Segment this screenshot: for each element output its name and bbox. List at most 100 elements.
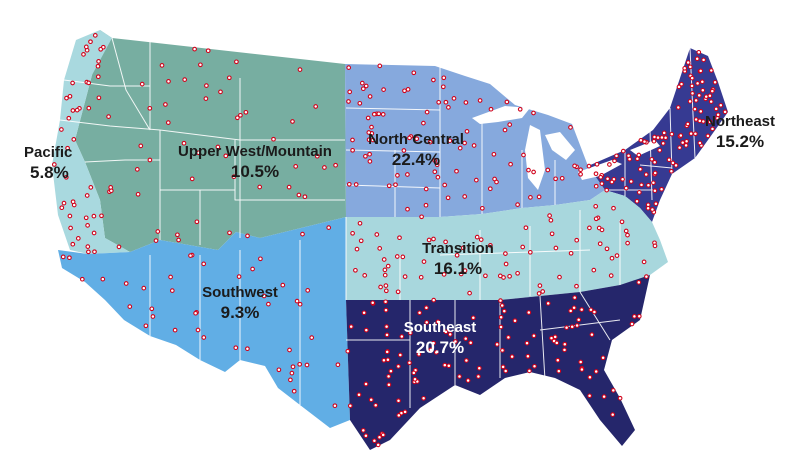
location-marker [382,272,388,278]
location-marker [698,109,704,114]
location-marker [382,267,388,273]
location-marker [75,236,81,241]
location-marker [589,332,595,337]
location-marker [587,393,592,399]
location-marker [477,98,483,103]
location-marker [678,133,684,138]
location-marker [63,174,69,180]
location-marker [604,187,610,193]
location-marker [673,163,679,168]
location-marker [552,334,558,340]
location-marker [586,163,592,169]
location-marker [383,283,389,288]
location-marker [159,63,165,68]
location-marker [507,273,512,279]
location-marker [710,126,715,132]
location-marker [555,357,561,363]
location-marker [605,176,610,182]
location-marker [238,112,243,118]
location-marker [412,376,418,382]
location-marker [634,198,640,204]
location-marker [85,223,90,228]
region-pacific [52,30,130,254]
location-marker [593,183,599,189]
location-marker [79,276,85,282]
location-marker [446,105,451,110]
location-marker [423,186,429,192]
location-marker [700,87,706,93]
location-marker [593,171,599,177]
location-marker [679,81,684,87]
location-marker [399,334,405,339]
location-marker [612,158,617,164]
location-marker [568,125,573,130]
location-marker [554,340,560,346]
location-marker [431,77,436,83]
location-marker [305,288,311,293]
location-marker [70,108,76,113]
location-marker [527,249,533,255]
location-marker [372,438,377,444]
location-marker [322,165,327,170]
location-marker [357,220,363,226]
location-marker [67,255,72,261]
location-marker [548,217,554,223]
location-marker [143,323,149,329]
location-marker [488,243,493,248]
location-marker [500,348,505,353]
location-marker [508,161,513,167]
location-marker [474,234,480,240]
location-marker [346,65,352,70]
location-marker [421,120,426,126]
location-marker [290,364,296,370]
location-marker [684,138,689,144]
location-marker [659,186,664,192]
location-marker [467,290,472,296]
location-marker [639,182,644,188]
location-marker [685,121,691,127]
location-marker [204,83,209,88]
location-marker [442,182,448,188]
location-marker [471,143,477,148]
location-marker [291,388,297,394]
label-transition: Transition 16.1% [422,240,494,278]
location-marker [579,307,585,312]
location-marker [709,88,715,94]
location-markers [51,33,728,448]
label-southeast: Southeast 20.7% [404,319,477,357]
location-marker [386,382,392,388]
location-marker [405,206,410,212]
location-marker [693,117,699,122]
location-marker [579,367,585,372]
location-marker [309,335,315,340]
location-marker [332,403,338,409]
location-marker [576,317,582,323]
location-marker [462,194,468,199]
location-marker [411,370,417,376]
location-marker [218,89,223,95]
location-marker [366,137,372,143]
location-marker [593,203,599,209]
location-marker [454,252,460,258]
region-percent-north-central: 22.4% [392,150,440,169]
location-marker [611,205,616,211]
location-marker [636,313,642,319]
location-marker [377,434,382,440]
location-marker [384,332,390,338]
location-marker [181,140,187,146]
location-marker [607,162,612,167]
location-marker [483,273,488,279]
location-marker [553,176,558,182]
location-marker [108,185,114,190]
location-marker [304,362,310,368]
location-marker [564,325,569,330]
location-marker [297,301,303,307]
location-marker [619,219,625,225]
location-marker [373,402,379,408]
location-marker [476,365,482,371]
location-marker [195,327,201,333]
location-marker [417,310,422,316]
location-marker [81,52,86,57]
location-marker [521,152,526,158]
location-marker [650,207,655,212]
